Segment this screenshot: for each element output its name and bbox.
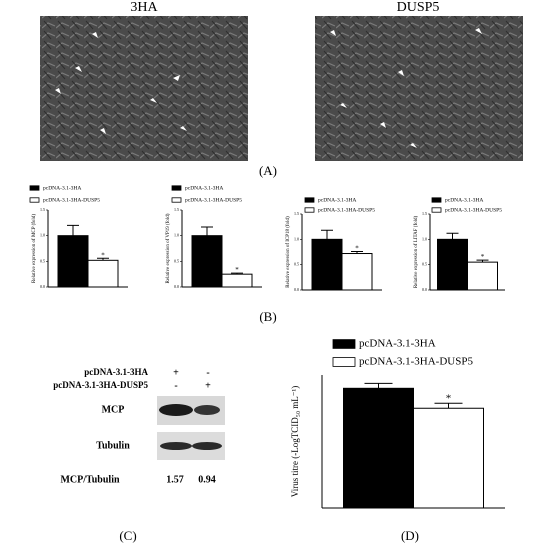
y-tick-label: 0.0 — [174, 284, 179, 289]
y-tick-label: 1.0 — [294, 236, 299, 241]
ratio-value: 1.57 — [166, 474, 184, 485]
image-label: DUSP5 — [397, 0, 440, 15]
bar — [413, 407, 484, 509]
error-bar — [97, 257, 109, 261]
panel-caption: (D) — [401, 528, 419, 543]
legend-label: pcDNA-3.1-3HA-DUSP5 — [185, 197, 242, 203]
bar — [343, 387, 414, 509]
significance: * — [101, 251, 105, 259]
legend-label: pcDNA-3.1-3HA-DUSP5 — [43, 197, 100, 203]
legend-label: pcDNA-3.1-3HA-DUSP5 — [445, 207, 502, 213]
bar — [221, 273, 253, 288]
bar — [341, 253, 373, 291]
error-bar — [434, 402, 463, 409]
legend-label: pcDNA-3.1-3HA — [359, 338, 436, 350]
panel-caption: (C) — [119, 528, 136, 543]
y-tick-label: 1.5 — [174, 207, 179, 212]
y-tick-label: 0.0 — [422, 287, 427, 292]
blot-band — [194, 405, 220, 415]
ratio-value: 0.94 — [198, 474, 216, 485]
micrograph — [40, 16, 248, 161]
image-label: 3HA — [130, 0, 158, 15]
y-tick-label: 0.5 — [422, 262, 427, 267]
y-tick-label: 1.5 — [40, 207, 45, 212]
panel-caption: (A) — [259, 163, 277, 178]
y-axis-label: Relative expression of LITAF (fold) — [414, 215, 419, 288]
error-bar — [364, 382, 393, 389]
ratio-label: MCP/Tubulin — [60, 474, 120, 485]
error-bar — [201, 226, 213, 236]
row-label: pcDNA-3.1-3HA — [84, 367, 148, 377]
legend-label: pcDNA-3.1-3HA — [185, 185, 223, 191]
y-tick-label: 1.5 — [422, 211, 427, 216]
blot-band — [192, 442, 222, 450]
y-tick-label: 1.5 — [294, 211, 299, 216]
bar — [87, 259, 119, 288]
blot-band — [160, 442, 192, 450]
error-bar — [321, 229, 333, 240]
legend-label: pcDNA-3.1-3HA-DUSP5 — [359, 356, 473, 368]
significance: * — [481, 253, 485, 261]
band-label: MCP — [102, 404, 125, 415]
significance: * — [235, 266, 239, 274]
error-bar — [446, 232, 459, 240]
y-axis-label: Relative expression of ICP18 (fold) — [286, 216, 291, 288]
legend-swatch — [304, 197, 315, 203]
blot-band — [159, 404, 193, 416]
y-tick-label: 0.5 — [40, 258, 45, 263]
legend-swatch — [29, 197, 40, 203]
error-bar — [351, 250, 363, 254]
row-mark: + — [173, 367, 179, 378]
legend-swatch — [332, 357, 356, 367]
row-mark: - — [174, 380, 177, 391]
y-tick-label: 0.0 — [40, 284, 45, 289]
error-bar — [231, 272, 243, 275]
bar — [437, 238, 468, 291]
y-tick-label: 0.0 — [294, 287, 299, 292]
significance: * — [355, 245, 359, 253]
legend-swatch — [431, 207, 442, 213]
bar — [467, 261, 498, 291]
band-label: Tubulin — [96, 440, 130, 451]
bar — [57, 235, 89, 288]
bar — [311, 238, 343, 291]
y-axis-label: Relative expression of MCP (fold) — [32, 214, 37, 283]
row-mark: + — [205, 380, 211, 391]
legend-label: pcDNA-3.1-3HA — [318, 197, 356, 203]
micrograph — [315, 16, 523, 161]
y-tick-label: 1.0 — [422, 236, 427, 241]
significance: * — [446, 392, 452, 404]
legend-swatch — [304, 207, 315, 213]
legend-label: pcDNA-3.1-3HA — [43, 185, 81, 191]
legend-swatch — [171, 185, 182, 191]
legend-swatch — [29, 185, 40, 191]
arrows — [55, 28, 482, 148]
legend-label: pcDNA-3.1-3HA-DUSP5 — [318, 207, 375, 213]
legend-swatch — [431, 197, 442, 203]
y-tick-label: 1.0 — [40, 233, 45, 238]
row-label: pcDNA-3.1-3HA-DUSP5 — [53, 380, 148, 390]
y-tick-label: 0.5 — [294, 262, 299, 267]
bar — [191, 235, 223, 288]
row-mark: - — [206, 367, 209, 378]
legend-swatch — [332, 339, 356, 349]
y-tick-label: 0.5 — [174, 258, 179, 263]
error-bar — [476, 259, 489, 263]
y-axis-label: Virus titre (-LogTCID₅₀ mL⁻¹) — [290, 386, 300, 497]
y-axis-label: Relative expression of VP19 (fold) — [166, 213, 171, 283]
legend-label: pcDNA-3.1-3HA — [445, 197, 483, 203]
legend-swatch — [171, 197, 182, 203]
y-tick-label: 1.0 — [174, 233, 179, 238]
error-bar — [67, 224, 79, 236]
panel-caption: (B) — [259, 309, 276, 324]
